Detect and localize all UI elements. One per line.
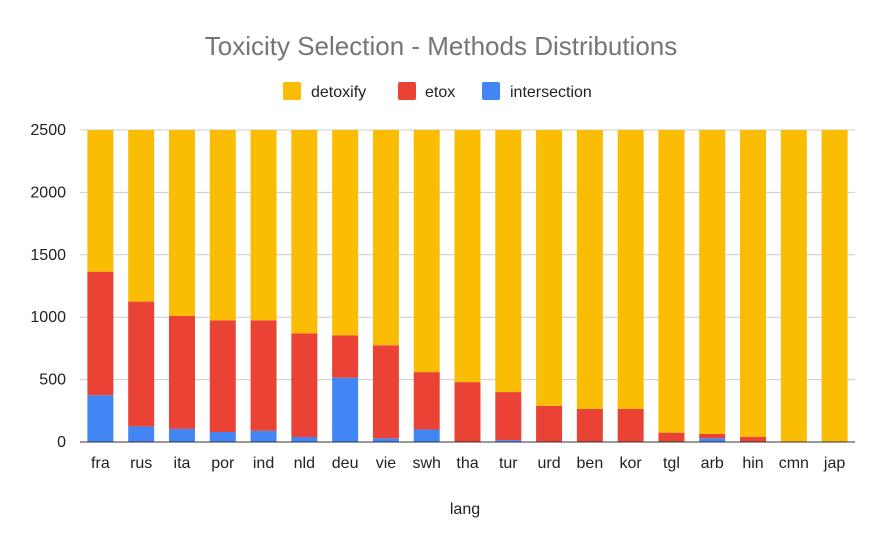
bar-segment-detoxify-rus <box>128 130 155 302</box>
bar-segment-detoxify-swh <box>413 130 440 373</box>
x-tick-label: jap <box>823 455 845 472</box>
bar-segment-etox-ind <box>250 320 277 431</box>
bar-segment-intersection-rus <box>128 426 155 442</box>
bar-segment-etox-deu <box>332 335 359 378</box>
chart-title: Toxicity Selection - Methods Distributio… <box>205 31 678 61</box>
bar-segment-detoxify-tur <box>495 130 522 393</box>
x-tick-label: ben <box>577 455 604 472</box>
x-tick-label: tha <box>456 455 478 472</box>
bars <box>87 130 848 442</box>
bar-segment-detoxify-urd <box>536 130 563 406</box>
bar-segment-detoxify-tgl <box>658 130 685 433</box>
y-tick-label: 0 <box>57 434 66 451</box>
bar-segment-etox-arb <box>699 433 726 439</box>
bar-segment-detoxify-cmn <box>780 130 807 442</box>
bar-segment-detoxify-arb <box>699 130 726 434</box>
bar-segment-intersection-ita <box>168 428 195 442</box>
bar-segment-detoxify-tha <box>454 130 481 383</box>
bar-segment-etox-swh <box>413 372 440 430</box>
bar-segment-intersection-arb <box>699 438 726 442</box>
legend: detoxify etox intersection <box>283 82 592 101</box>
x-tick-label: ind <box>253 455 274 472</box>
bar-segment-intersection-ind <box>250 430 277 442</box>
legend-label: etox <box>425 84 455 101</box>
legend-swatch <box>482 82 500 100</box>
bar-segment-etox-hin <box>740 437 767 442</box>
y-tick-label: 1500 <box>30 247 66 264</box>
bar-segment-etox-rus <box>128 301 155 427</box>
x-tick-label: por <box>211 455 235 472</box>
bar-segment-etox-ita <box>168 315 195 429</box>
x-tick-label: kor <box>620 455 643 472</box>
bar-segment-intersection-tur <box>495 440 522 442</box>
y-tick-label: 1000 <box>30 309 66 326</box>
legend-swatch <box>398 82 416 100</box>
x-tick-label: rus <box>130 455 152 472</box>
x-tick-label: cmn <box>779 455 809 472</box>
x-tick-label: swh <box>412 455 440 472</box>
bar-segment-intersection-nld <box>291 437 318 442</box>
bar-segment-intersection-deu <box>332 377 359 442</box>
x-tick-label: nld <box>294 455 315 472</box>
x-axis-label: lang <box>450 501 480 518</box>
x-tick-label: ita <box>174 455 191 472</box>
bar-segment-intersection-fra <box>87 395 114 442</box>
x-tick-label: vie <box>376 455 397 472</box>
legend-swatch <box>283 82 301 100</box>
bar-segment-etox-kor <box>617 408 644 442</box>
y-tick-label: 2000 <box>30 184 66 201</box>
legend-item-etox: etox <box>398 82 455 101</box>
bar-segment-detoxify-nld <box>291 130 318 334</box>
bar-segment-etox-tha <box>454 382 481 442</box>
x-tick-label: urd <box>538 455 561 472</box>
legend-item-intersection: intersection <box>482 82 592 101</box>
bar-segment-detoxify-ben <box>576 130 603 409</box>
x-tick-label: tgl <box>663 455 680 472</box>
bar-segment-etox-urd <box>536 405 563 442</box>
x-tick-label: fra <box>91 455 110 472</box>
bar-segment-etox-ben <box>576 408 603 442</box>
bar-segment-detoxify-ind <box>250 130 277 321</box>
bar-segment-etox-tgl <box>658 432 685 442</box>
bar-segment-etox-tur <box>495 392 522 441</box>
bar-segment-etox-nld <box>291 333 318 438</box>
legend-label: detoxify <box>311 84 366 101</box>
bar-segment-detoxify-deu <box>332 130 359 336</box>
x-tick-label: deu <box>332 455 359 472</box>
y-axis-tick-labels: 0 500 1000 1500 2000 2500 <box>30 122 66 451</box>
x-axis-tick-labels: fra rus ita por ind nld deu vie swh tha tur urd ben k… <box>91 455 845 472</box>
bar-segment-etox-vie <box>372 345 399 439</box>
legend-label: intersection <box>510 84 592 101</box>
y-tick-label: 2500 <box>30 122 66 139</box>
bar-segment-detoxify-vie <box>372 130 399 346</box>
bar-segment-intersection-vie <box>372 438 399 442</box>
legend-item-detoxify: detoxify <box>283 82 366 101</box>
y-tick-label: 500 <box>39 372 66 389</box>
bar-segment-detoxify-fra <box>87 130 114 272</box>
bar-segment-etox-por <box>209 320 236 433</box>
bar-segment-detoxify-ita <box>168 130 195 316</box>
bar-segment-detoxify-hin <box>740 130 767 438</box>
bar-segment-intersection-swh <box>413 429 440 442</box>
x-tick-label: hin <box>742 455 763 472</box>
bar-segment-detoxify-por <box>209 130 236 321</box>
bar-segment-detoxify-kor <box>617 130 644 409</box>
x-tick-label: arb <box>701 455 724 472</box>
bar-segment-detoxify-jap <box>821 130 848 442</box>
bar-segment-intersection-por <box>209 432 236 442</box>
x-tick-label: tur <box>499 455 518 472</box>
bar-segment-etox-fra <box>87 271 114 396</box>
